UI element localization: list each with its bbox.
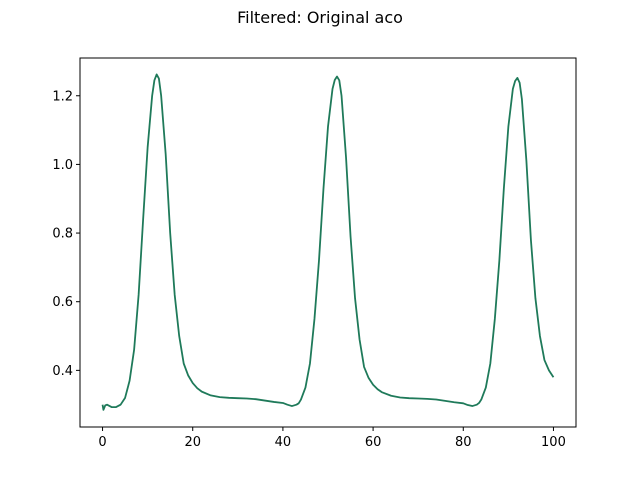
y-tick-label: 1.0 <box>52 158 73 173</box>
x-tick-label: 80 <box>455 435 472 450</box>
plot-area <box>101 73 555 411</box>
axes-frame <box>79 57 577 428</box>
x-axis: 0 20 40 60 80 100 <box>98 427 566 450</box>
data-series-line <box>101 73 555 411</box>
y-tick-label: 1.2 <box>52 89 73 104</box>
x-tick-label: 40 <box>275 435 292 450</box>
x-tick-label: 100 <box>541 435 566 450</box>
x-tick-label: 60 <box>365 435 382 450</box>
chart-title: Filtered: Original aco <box>237 8 403 27</box>
x-tick-label: 0 <box>98 435 106 450</box>
y-tick-label: 0.8 <box>52 227 73 242</box>
y-axis: 0.4 0.6 0.8 1.0 1.2 <box>52 89 80 379</box>
y-tick-label: 0.6 <box>52 295 73 310</box>
y-tick-label: 0.4 <box>52 364 73 379</box>
x-tick-label: 20 <box>184 435 201 450</box>
